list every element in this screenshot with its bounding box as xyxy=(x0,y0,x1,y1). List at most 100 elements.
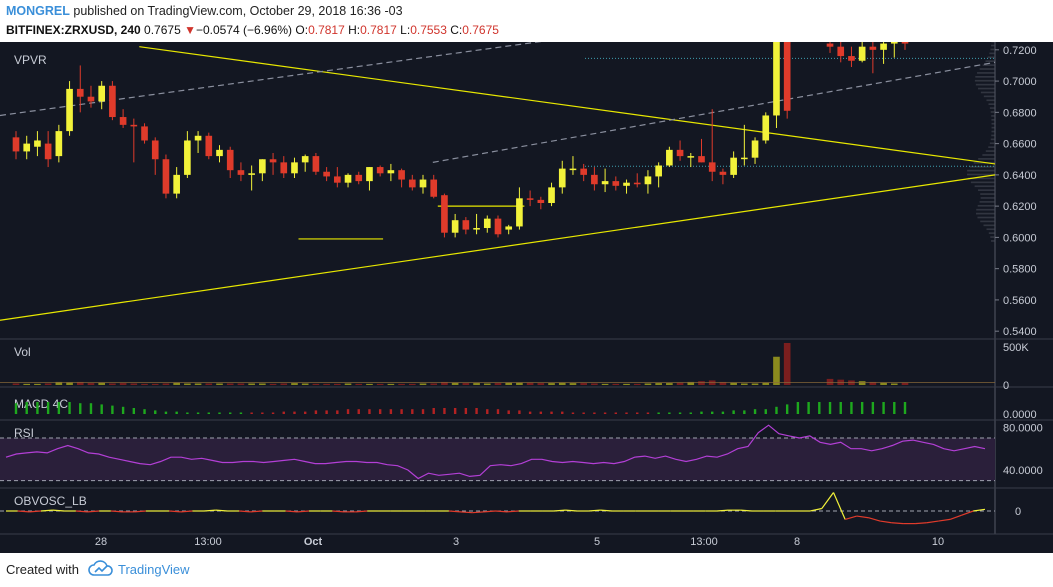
macd-bar xyxy=(293,411,296,414)
volume-bar xyxy=(259,383,266,385)
obvosc-line-segment xyxy=(472,511,484,514)
macd-bar xyxy=(603,412,607,414)
volume-bar xyxy=(494,383,502,385)
volume-bar xyxy=(66,382,73,385)
publication-line: MONGREL published on TradingView.com, Oc… xyxy=(6,4,403,18)
obvosc-line-segment xyxy=(87,510,100,513)
candle-body xyxy=(901,42,909,44)
volume-profile-bar xyxy=(991,118,995,121)
macd-bar xyxy=(807,402,810,414)
time-tick-label: 13:00 xyxy=(690,536,718,548)
tradingview-brand-link[interactable]: TradingView xyxy=(118,562,190,577)
dashed-channel-line[interactable] xyxy=(432,61,996,163)
candle-body xyxy=(623,182,630,186)
author-name[interactable]: MONGREL xyxy=(6,4,70,18)
macd-bar xyxy=(882,402,885,414)
volume-profile-bar xyxy=(991,126,995,129)
macd-bar xyxy=(453,408,457,414)
macd-bar xyxy=(625,412,628,414)
volume-bar xyxy=(473,383,480,385)
volume-profile-bar xyxy=(970,181,995,184)
candle-body xyxy=(280,162,288,174)
volume-bar xyxy=(569,383,577,385)
volume-bar xyxy=(387,383,395,385)
volume-bar xyxy=(666,383,673,385)
macd-bar xyxy=(432,408,435,414)
volume-bar xyxy=(366,383,373,385)
macd-bar xyxy=(668,412,671,414)
time-tick-label: 5 xyxy=(594,536,600,548)
price-tick-label: 0.6400 xyxy=(1003,170,1037,182)
candle-body xyxy=(719,171,727,175)
volume-bar xyxy=(537,383,545,385)
macd-bar xyxy=(336,410,339,414)
price-tick-label: 0.5400 xyxy=(1003,326,1037,338)
volume-bar xyxy=(194,383,202,385)
chart-canvas[interactable]: VPVR 0.7200 0.7000 0.6800 0.6600 0.6400 0.6200… xyxy=(0,42,1053,553)
volume-profile-bar xyxy=(988,103,995,106)
volume-bar xyxy=(408,383,416,385)
trendline[interactable] xyxy=(0,174,996,321)
obvosc-line-segment xyxy=(40,509,53,512)
volume-bar xyxy=(184,383,191,385)
volume-bar xyxy=(173,382,180,385)
candle-body xyxy=(130,124,138,127)
macd-bar xyxy=(111,405,114,414)
macd-bar xyxy=(357,409,360,414)
volume-profile-bar xyxy=(980,197,995,199)
volume-profile-bar xyxy=(990,111,995,113)
candle-body xyxy=(473,228,480,230)
volume-profile-bar xyxy=(990,48,995,51)
candle-body xyxy=(569,168,577,171)
time-tick-label: 8 xyxy=(794,536,800,548)
obvosc-line-segment xyxy=(250,510,263,513)
candle-body xyxy=(526,198,534,200)
obvosc-line-segment xyxy=(355,510,368,513)
macd-bar xyxy=(164,411,168,414)
symbol-label[interactable]: BITFINEX:ZRXUSD, 240 xyxy=(6,23,141,37)
volume-bar xyxy=(398,383,405,385)
macd-bar xyxy=(314,410,318,414)
created-with-text: Created with xyxy=(6,562,79,577)
volume-profile-bar xyxy=(980,220,995,223)
chart-header: MONGREL published on TradingView.com, Oc… xyxy=(0,0,1053,42)
volume-profile-bar xyxy=(978,158,995,160)
candle-body xyxy=(687,156,695,158)
price-tick-label: 0.6600 xyxy=(1003,139,1037,151)
obvosc-line-segment xyxy=(285,510,298,513)
volume-bar xyxy=(205,383,213,385)
macd-bar xyxy=(132,408,136,414)
macd-bar xyxy=(411,409,414,414)
macd-bar xyxy=(571,412,575,414)
obvosc-line-segment xyxy=(716,509,729,512)
macd-bar xyxy=(303,411,307,414)
trendline[interactable] xyxy=(139,46,996,165)
candle-body xyxy=(76,88,84,97)
volume-profile-bar xyxy=(991,44,995,47)
price-tick-label: 0.7000 xyxy=(1003,76,1037,88)
candle-body xyxy=(633,182,641,185)
volume-bar xyxy=(591,383,598,385)
volume-profile-bar xyxy=(990,236,995,238)
volume-bar xyxy=(623,383,630,385)
volume-bar xyxy=(858,381,866,385)
obvosc-line-segment xyxy=(868,517,881,522)
volume-bar xyxy=(698,381,705,385)
volume-bar xyxy=(151,383,159,385)
candle-body xyxy=(837,46,845,57)
candle-body xyxy=(880,43,887,50)
volume-profile-bar xyxy=(991,122,995,125)
time-tick-label: 28 xyxy=(95,536,107,548)
candle-body xyxy=(162,159,170,194)
candle-body xyxy=(216,149,223,157)
macd-bar xyxy=(389,409,393,414)
obvosc-line-segment xyxy=(17,510,30,513)
candle-body xyxy=(119,117,127,125)
obvosc-line-segment xyxy=(856,515,869,519)
high-value: 0.7817 xyxy=(360,23,397,37)
volume-bar xyxy=(462,383,470,385)
dashed-channel-line[interactable] xyxy=(0,42,995,117)
candle-body xyxy=(291,162,298,174)
volume-profile-bar xyxy=(974,79,995,82)
macd-bar xyxy=(753,409,757,414)
